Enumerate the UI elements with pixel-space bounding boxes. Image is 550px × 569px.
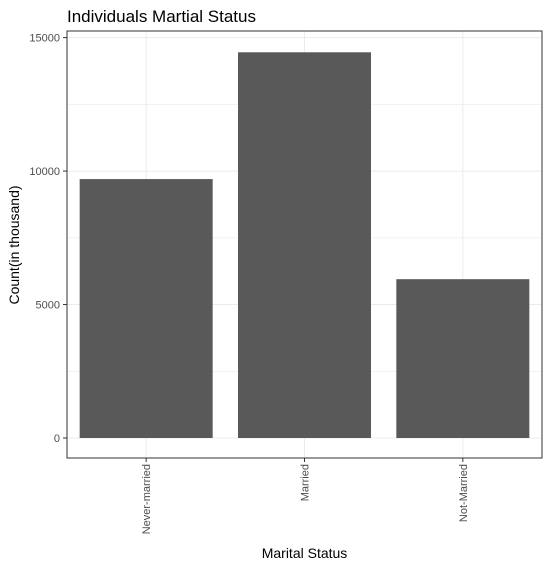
x-tick-label: Never-married xyxy=(141,464,153,534)
bar-not-married xyxy=(396,279,530,438)
x-axis-title: Marital Status xyxy=(262,545,348,561)
x-tick-label: Married xyxy=(300,464,312,501)
bar-never-married xyxy=(79,179,213,439)
y-tick-label: 5000 xyxy=(36,300,60,312)
y-axis-title: Count(in thousand) xyxy=(6,185,22,304)
y-tick-label: 15000 xyxy=(29,33,60,45)
chart-title: Individuals Martial Status xyxy=(67,7,256,26)
y-axis-ticks: 0 5000 10000 15000 xyxy=(29,33,67,445)
bar-married xyxy=(238,52,371,438)
x-axis-ticks: Never-married Married Not-Married xyxy=(141,458,470,534)
bars xyxy=(79,52,530,439)
y-tick-label: 0 xyxy=(54,433,60,445)
x-tick-label: Not-Married xyxy=(458,464,470,522)
y-tick-label: 10000 xyxy=(29,166,60,178)
